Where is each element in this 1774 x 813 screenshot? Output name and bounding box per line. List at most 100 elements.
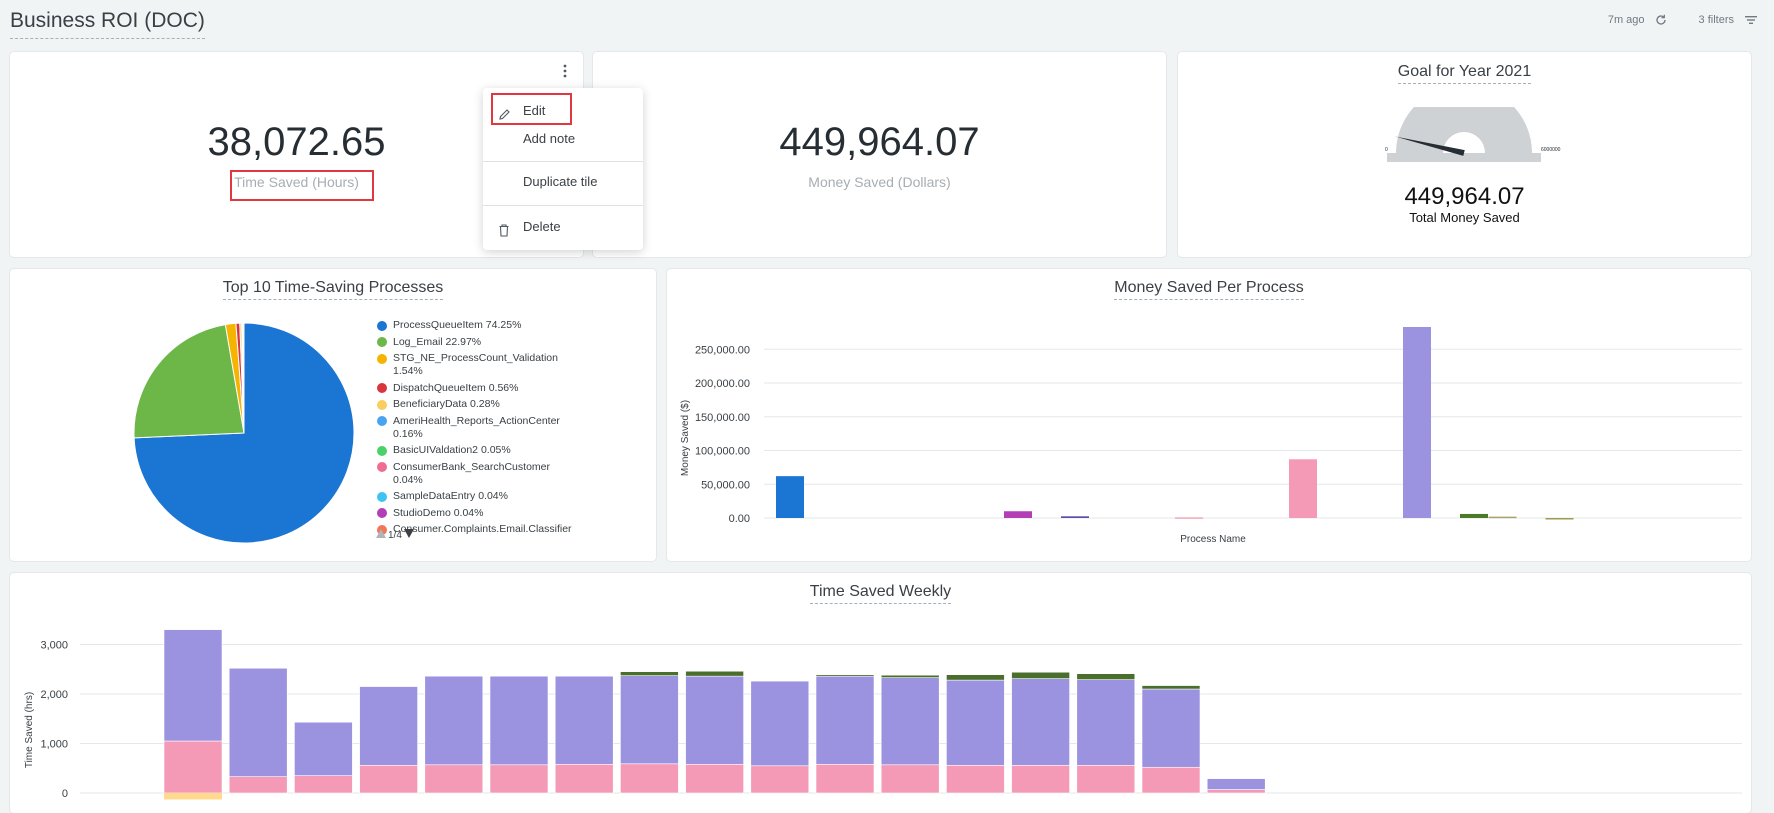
y-tick-label: 3,000: [40, 639, 68, 651]
bar[interactable]: [1004, 511, 1032, 518]
bar[interactable]: [1289, 459, 1317, 518]
stacked-bar-segment[interactable]: [620, 672, 678, 676]
stacked-bar-segment[interactable]: [1142, 686, 1200, 689]
legend-item[interactable]: SampleDataEntry 0.04%: [377, 490, 577, 503]
stacked-bar-segment[interactable]: [164, 793, 222, 799]
stacked-bar-segment[interactable]: [1077, 674, 1135, 680]
stacked-bar-segment[interactable]: [881, 678, 939, 765]
stacked-bar-segment[interactable]: [816, 676, 874, 764]
stacked-bar-segment[interactable]: [555, 676, 613, 764]
stacked-bar-segment[interactable]: [686, 676, 744, 764]
stacked-bar-segment[interactable]: [686, 764, 744, 793]
legend-color-dot: [377, 416, 387, 426]
stacked-bar-segment[interactable]: [360, 765, 418, 793]
stacked-bar-segment[interactable]: [1077, 680, 1135, 766]
stacked-bar-segment[interactable]: [816, 764, 874, 793]
y-tick-label: 0.00: [729, 513, 750, 525]
legend-color-dot: [377, 446, 387, 456]
stacked-bar-segment[interactable]: [490, 676, 548, 765]
stacked-bar-segment[interactable]: [294, 722, 352, 775]
pager-down-icon[interactable]: [404, 529, 414, 541]
stacked-bar-segment[interactable]: [1142, 767, 1200, 793]
stacked-bar-segment[interactable]: [881, 675, 939, 677]
legend-item[interactable]: Log_Email 22.97%: [377, 336, 577, 349]
money-saved-tile[interactable]: 449,964.07 Money Saved (Dollars): [593, 52, 1166, 257]
legend-item[interactable]: BeneficiaryData 0.28%: [377, 398, 577, 411]
stacked-bar-segment[interactable]: [1012, 672, 1070, 678]
legend-color-dot: [377, 462, 387, 472]
legend-item[interactable]: AmeriHealth_Reports_ActionCenter 0.16%: [377, 415, 577, 441]
stacked-bar-segment[interactable]: [490, 765, 548, 793]
stacked-bar-segment[interactable]: [164, 630, 222, 741]
stacked-bar-segment[interactable]: [946, 680, 1004, 765]
legend-color-dot: [377, 492, 387, 502]
stacked-bar-segment[interactable]: [751, 681, 809, 766]
legend-label: Consumer.Complaints.Email.Classifier: [393, 523, 572, 536]
stacked-bar-segment[interactable]: [555, 764, 613, 793]
legend-label: BasicUIValdation2 0.05%: [393, 444, 511, 457]
gauge-label: Total Money Saved: [1178, 210, 1751, 225]
y-tick-label: 100,000.00: [695, 446, 750, 458]
money-saved-label: Money Saved (Dollars): [593, 174, 1166, 190]
stacked-bar-segment[interactable]: [1012, 765, 1070, 793]
tile-menu-icon[interactable]: [563, 64, 567, 83]
bar[interactable]: [1460, 514, 1488, 518]
menu-item-delete[interactable]: Delete: [483, 214, 643, 240]
bar[interactable]: [1489, 517, 1517, 519]
stacked-bar-segment[interactable]: [1012, 679, 1070, 766]
legend-label: Log_Email 22.97%: [393, 336, 481, 349]
legend-color-dot: [377, 337, 387, 347]
stacked-bar-segment[interactable]: [1077, 765, 1135, 793]
pie-chart: [124, 313, 364, 553]
highlight-box: [491, 93, 572, 125]
refresh-icon[interactable]: [1655, 14, 1667, 26]
bar[interactable]: [1546, 518, 1574, 520]
legend-label: ProcessQueueItem 74.25%: [393, 319, 521, 332]
stacked-bar-segment[interactable]: [751, 766, 809, 793]
stacked-bar-segment[interactable]: [294, 776, 352, 793]
y-tick-label: 2,000: [40, 689, 68, 701]
stacked-bar-segment[interactable]: [816, 675, 874, 676]
filters-count-text[interactable]: 3 filters: [1699, 14, 1734, 26]
pie-slice[interactable]: [134, 325, 244, 438]
stacked-bar-segment[interactable]: [620, 676, 678, 764]
bar[interactable]: [1061, 516, 1089, 518]
x-axis-title: Process Name: [1180, 534, 1246, 545]
stacked-bar-segment[interactable]: [1207, 779, 1265, 790]
last-updated-text: 7m ago: [1608, 14, 1645, 26]
menu-item-add-note[interactable]: Add note: [483, 126, 643, 152]
pager-up-icon[interactable]: [376, 529, 386, 541]
legend-item[interactable]: ProcessQueueItem 74.25%: [377, 319, 577, 332]
legend-item[interactable]: ConsumerBank_SearchCustomer 0.04%: [377, 461, 577, 487]
money-bar-title: Money Saved Per Process: [667, 279, 1751, 297]
goal-gauge-tile[interactable]: Goal for Year 2021 0 6000000 449,964.07 …: [1178, 52, 1751, 257]
menu-item-duplicate[interactable]: Duplicate tile: [483, 169, 643, 195]
stacked-bar-segment[interactable]: [1207, 790, 1265, 793]
legend-item[interactable]: DispatchQueueItem 0.56%: [377, 382, 577, 395]
legend-item[interactable]: STG_NE_ProcessCount_Validation 1.54%: [377, 352, 577, 378]
stacked-bar-segment[interactable]: [946, 675, 1004, 680]
legend-item[interactable]: StudioDemo 0.04%: [377, 507, 577, 520]
money-bar-chart: 0.0050,000.00100,000.00150,000.00200,000…: [667, 305, 1751, 555]
bar[interactable]: [776, 476, 804, 518]
filter-icon[interactable]: [1744, 14, 1758, 26]
dashboard-title[interactable]: Business ROI (DOC): [10, 8, 205, 39]
stacked-bar-segment[interactable]: [425, 765, 483, 793]
pager-text: 1/4: [388, 530, 402, 541]
stacked-bar-segment[interactable]: [229, 668, 287, 776]
stacked-bar-segment[interactable]: [229, 777, 287, 793]
legend-color-dot: [377, 321, 387, 331]
stacked-bar-segment[interactable]: [360, 687, 418, 766]
highlight-box: [230, 170, 374, 201]
legend-item[interactable]: BasicUIValdation2 0.05%: [377, 444, 577, 457]
bar[interactable]: [1403, 327, 1431, 518]
stacked-bar-segment[interactable]: [881, 765, 939, 793]
stacked-bar-segment[interactable]: [620, 764, 678, 793]
stacked-bar-segment[interactable]: [686, 671, 744, 676]
stacked-bar-segment[interactable]: [1142, 689, 1200, 767]
bar[interactable]: [1175, 517, 1203, 519]
stacked-bar-segment[interactable]: [164, 741, 222, 793]
stacked-bar-segment[interactable]: [946, 765, 1004, 793]
stacked-bar-segment[interactable]: [425, 676, 483, 765]
